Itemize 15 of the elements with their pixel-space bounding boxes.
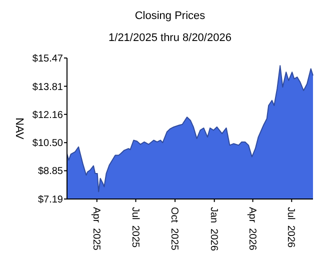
x-tick-label: Apr 2025: [90, 207, 102, 251]
y-axis-title: NAV: [13, 118, 26, 140]
x-tick-label: Jul 2026: [285, 207, 296, 248]
chart-subtitle: 1/21/2025 thru 8/20/2026: [108, 32, 232, 44]
x-tick-label: Jul 2025: [129, 207, 140, 248]
y-tick-label: $8.85: [38, 166, 64, 178]
chart-title: Closing Prices: [134, 10, 206, 22]
y-tick-label: $7.19: [38, 194, 64, 206]
y-tick-label: $15.47: [32, 54, 64, 64]
x-tick-label: Jan 2026: [208, 207, 219, 252]
x-tick-label: Apr 2026: [246, 207, 258, 251]
y-tick-label: $12.16: [32, 110, 64, 121]
x-tick-label: Oct 2025: [168, 207, 180, 251]
y-tick-label: $10.50: [32, 138, 64, 150]
y-tick-label: $13.81: [32, 82, 64, 93]
